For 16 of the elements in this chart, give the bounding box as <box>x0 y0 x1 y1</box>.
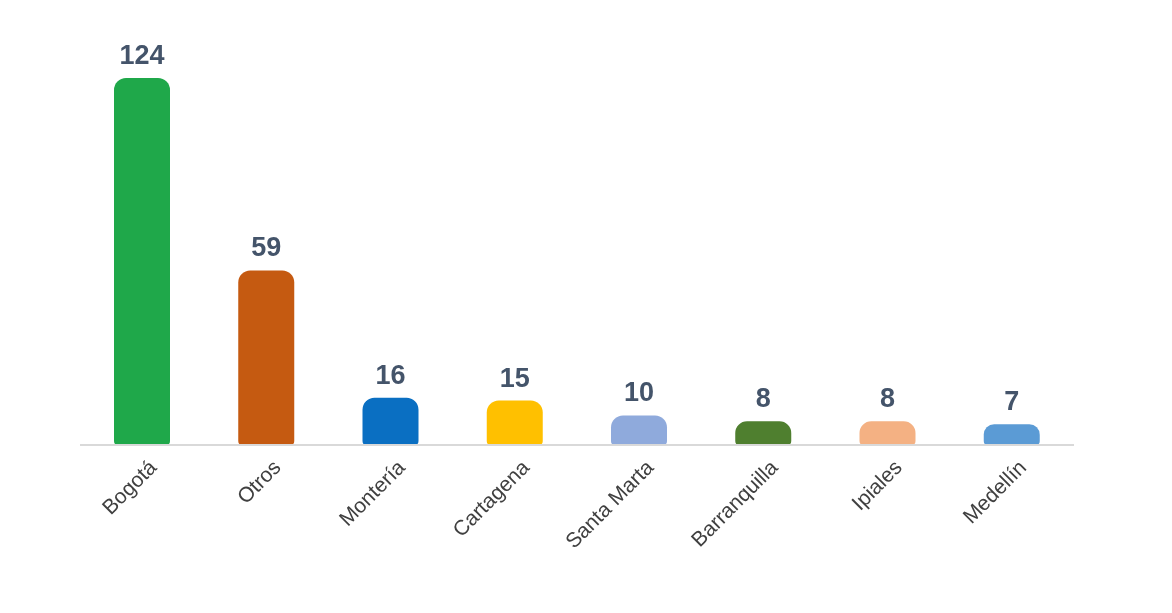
data-label: 10 <box>623 377 655 408</box>
bar <box>735 421 792 445</box>
bar <box>114 78 170 445</box>
bar <box>611 415 667 445</box>
data-label: 7 <box>1004 386 1020 417</box>
bar <box>362 397 419 445</box>
bar <box>983 424 1040 445</box>
data-label: 124 <box>119 40 165 70</box>
data-label: 8 <box>879 383 896 414</box>
data-label: 59 <box>251 232 282 263</box>
data-label: 16 <box>375 359 406 390</box>
bar <box>486 400 543 445</box>
bar <box>859 421 916 445</box>
data-label: 15 <box>499 362 530 393</box>
bar <box>238 270 295 445</box>
data-label: 8 <box>755 383 771 414</box>
